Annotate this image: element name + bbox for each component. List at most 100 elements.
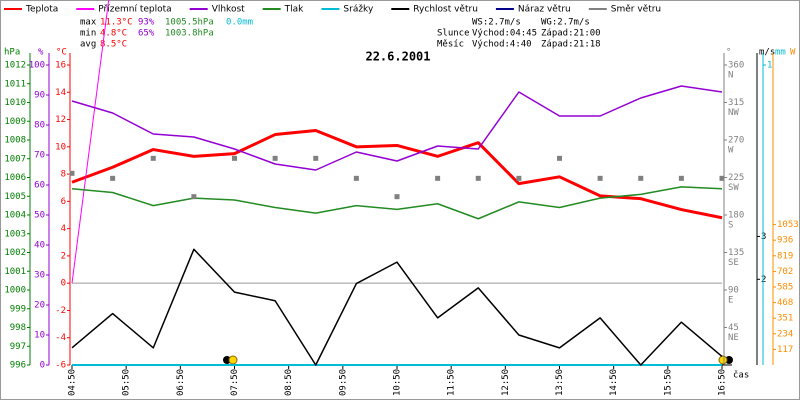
y-tick-label: 999 <box>10 304 26 314</box>
stat-text: 1005.5hPa <box>165 18 214 28</box>
y-tick-label: 14 <box>55 88 66 98</box>
y-tick-label: 12 <box>55 115 66 125</box>
y-tick-label: 1009 <box>4 117 26 127</box>
y-tick-label: 20 <box>34 301 45 311</box>
stat-text: Západ:21:00 <box>541 29 601 39</box>
y-tick-label: 90 <box>728 286 739 296</box>
x-tick-label: 08:50 <box>284 369 294 396</box>
stat-text: 1003.8hPa <box>165 29 214 39</box>
x-tick-label: 13:50 <box>555 369 565 396</box>
axis-title: % <box>38 48 44 58</box>
x-tick-label: 12:50 <box>501 369 511 396</box>
axis-title: hPa <box>4 48 20 58</box>
stat-text: 0.0mm <box>226 18 253 28</box>
y-tick-label: 3 <box>761 232 766 242</box>
y-tick-label: 1008 <box>4 136 26 146</box>
stat-text: max <box>80 18 97 28</box>
axis-title: W <box>790 48 796 58</box>
y-tick-label: 360 <box>728 61 744 71</box>
y-tick-label: 1003 <box>4 229 26 239</box>
direction-marker <box>597 175 603 181</box>
compass-label: SE <box>728 258 739 268</box>
legend-label: Tlak <box>284 5 305 15</box>
y-tick-label: 819 <box>777 251 793 261</box>
y-tick-label: 351 <box>777 314 793 324</box>
y-tick-label: 936 <box>777 236 793 246</box>
y-tick-label: 70 <box>34 151 45 161</box>
y-tick-label: 234 <box>777 329 793 339</box>
y-tick-label: 4 <box>61 224 66 234</box>
direction-marker <box>272 155 278 161</box>
series-line <box>71 186 723 220</box>
x-tick-label: 15:50 <box>663 369 673 396</box>
legend-label: Srážky <box>343 5 374 15</box>
compass-label: NE <box>728 333 739 343</box>
compass-label: E <box>728 296 733 306</box>
y-tick-label: 1012 <box>4 61 26 71</box>
legend-label: Náraz větru <box>518 5 571 15</box>
y-tick-label: 90 <box>34 91 45 101</box>
direction-marker <box>435 175 441 181</box>
direction-marker <box>638 175 644 181</box>
stat-text: WG:2.7m/s <box>541 18 590 28</box>
stat-text: Západ:21:18 <box>541 40 601 50</box>
y-tick-label: -6 <box>55 361 66 371</box>
x-tick-label: 06:50 <box>176 369 186 396</box>
y-tick-label: 117 <box>777 345 793 355</box>
y-tick-label: 998 <box>10 323 26 333</box>
stat-text: 93% <box>138 18 155 28</box>
chart-title: 22.6.2001 <box>365 50 430 64</box>
y-tick-label: 270 <box>728 136 744 146</box>
y-tick-label: 1001 <box>4 267 26 277</box>
direction-marker <box>353 175 359 181</box>
y-tick-label: 10 <box>34 331 45 341</box>
series-line <box>71 248 723 366</box>
stat-text: 4.8°C <box>100 29 127 39</box>
x-tick-label: 10:50 <box>393 369 403 396</box>
axis-title: mm <box>775 48 786 58</box>
stat-text: 8.5°C <box>100 40 127 50</box>
direction-marker <box>150 155 156 161</box>
stat-text: 11.3°C <box>100 18 133 28</box>
x-tick-label: 04:50 <box>68 369 78 396</box>
x-tick-label: 09:50 <box>338 369 348 396</box>
axis-title: m/s <box>759 48 775 58</box>
compass-label: N <box>728 71 733 81</box>
legend-label: Teplota <box>25 5 58 15</box>
direction-marker <box>719 175 725 181</box>
y-tick-label: 60 <box>34 181 45 191</box>
direction-marker <box>69 170 75 176</box>
y-tick-label: 30 <box>34 271 45 281</box>
y-tick-label: 997 <box>10 342 26 352</box>
compass-label: W <box>728 146 734 156</box>
y-tick-label: 1000 <box>4 286 26 296</box>
stat-text: Východ:4:40 <box>472 40 532 50</box>
y-tick-label: 225 <box>728 173 744 183</box>
y-tick-label: -2 <box>55 306 66 316</box>
axis-title: °C <box>56 48 67 58</box>
compass-label: NW <box>728 108 739 118</box>
y-tick-label: 1 <box>767 61 772 71</box>
y-tick-label: 585 <box>777 283 793 293</box>
y-tick-label: 40 <box>34 241 45 251</box>
y-tick-label: 80 <box>34 121 45 131</box>
compass-label: S <box>728 221 733 231</box>
x-tick-label: 14:50 <box>609 369 619 396</box>
direction-marker <box>557 155 562 161</box>
x-tick-label: 07:50 <box>230 369 240 396</box>
y-tick-label: -4 <box>55 333 66 343</box>
direction-marker <box>394 194 400 200</box>
y-tick-label: 135 <box>728 248 744 258</box>
x-tick-label: 05:50 <box>122 369 132 396</box>
direction-marker <box>232 155 237 161</box>
x-axis-label: čas <box>733 370 749 381</box>
y-tick-label: 45 <box>728 323 739 333</box>
y-tick-label: 0 <box>40 361 45 371</box>
y-tick-label: 1004 <box>4 211 26 221</box>
stat-text: Slunce <box>437 29 470 39</box>
y-tick-label: 1053 <box>777 220 799 230</box>
legend-label: Vlhkost <box>212 5 245 15</box>
y-tick-label: 0 <box>61 279 66 289</box>
direction-marker <box>475 175 481 181</box>
series-line <box>71 0 110 284</box>
